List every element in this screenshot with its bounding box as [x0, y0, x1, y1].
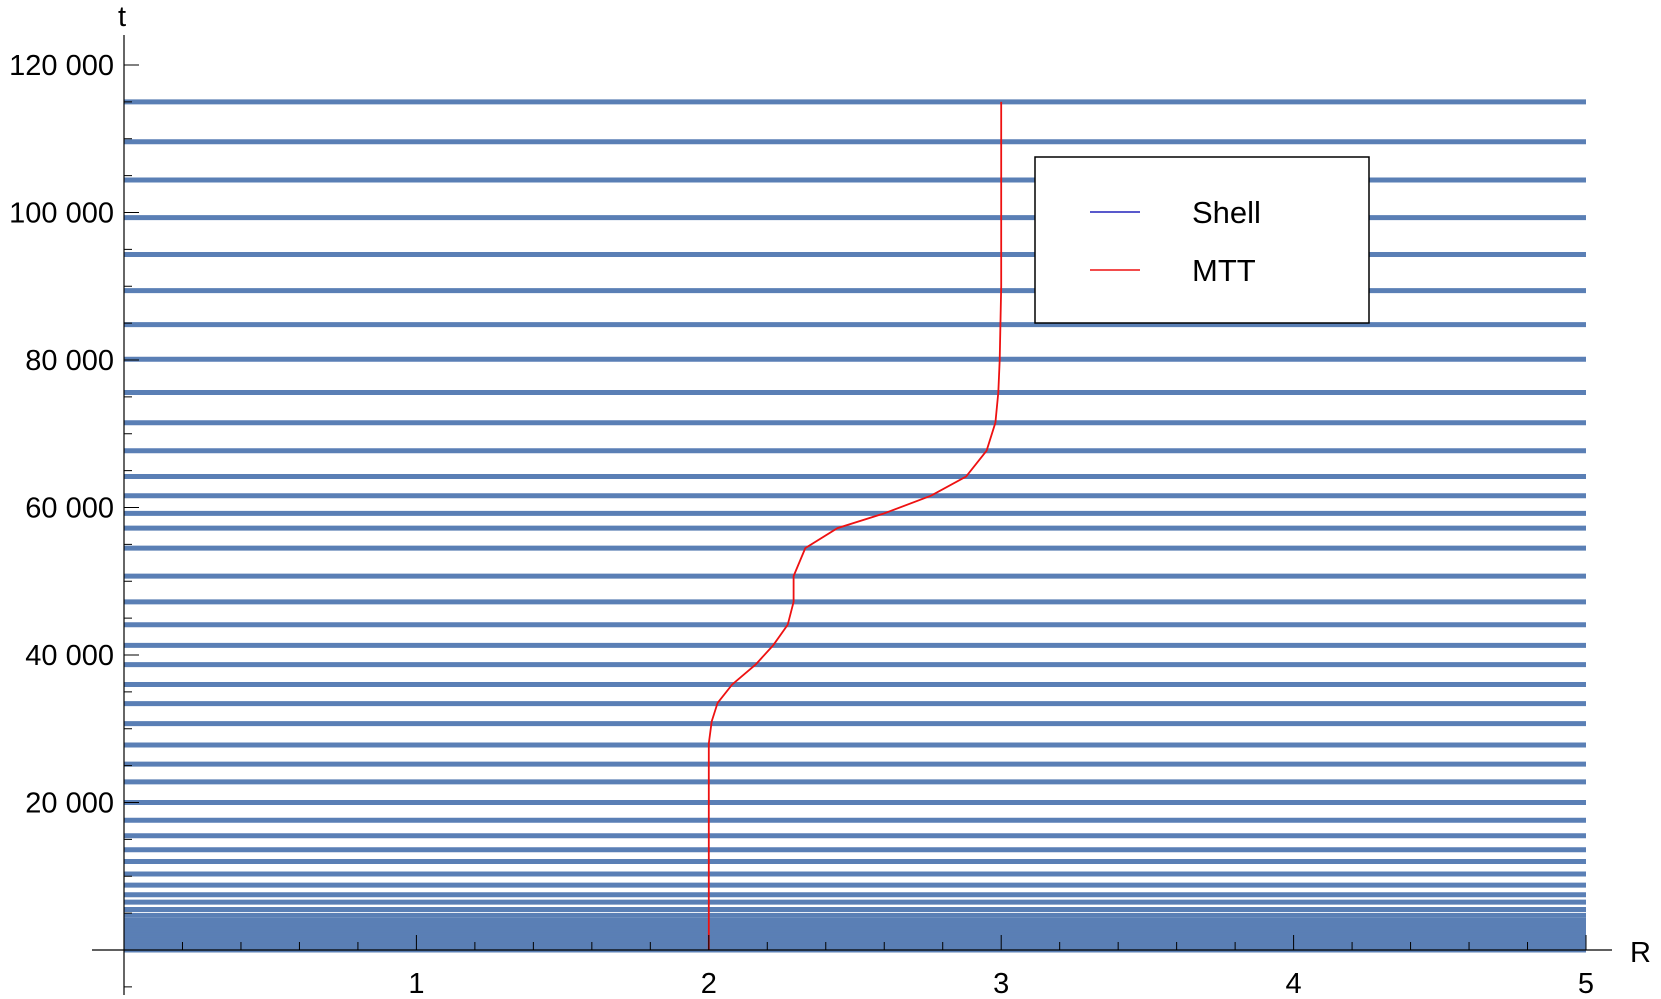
- x-tick-label: 4: [1286, 968, 1302, 999]
- x-tick-label: 1: [408, 968, 424, 999]
- mtt-series-line: [707, 101, 1003, 950]
- y-tick-label: 20 000: [25, 788, 114, 820]
- y-ticks: 20 000 40 000 60 000 80 000 100 000 120 000: [9, 50, 139, 988]
- legend-box: [1034, 156, 1370, 324]
- x-tick-label: 2: [701, 968, 717, 999]
- axes: 1 2 3 4 5 20 000 40 000 60 000 80 000 100 000 120…: [9, 1, 1651, 999]
- y-axis-label: t: [118, 1, 126, 33]
- y-tick-label: 40 000: [25, 640, 114, 672]
- legend-label-mtt: MTT: [1192, 253, 1256, 288]
- x-tick-label: 5: [1578, 968, 1594, 999]
- shell-series: [124, 99, 1586, 953]
- y-tick-label: 60 000: [25, 493, 114, 525]
- x-tick-label: 3: [993, 968, 1009, 999]
- x-axis-label: R: [1630, 937, 1651, 969]
- y-tick-label: 100 000: [9, 198, 114, 230]
- y-tick-label: 80 000: [25, 345, 114, 377]
- y-tick-label: 120 000: [9, 50, 114, 82]
- x-ticks: 1 2 3 4 5: [181, 935, 1594, 999]
- legend-label-shell: Shell: [1192, 195, 1261, 230]
- legend: Shell MTT: [1034, 156, 1370, 324]
